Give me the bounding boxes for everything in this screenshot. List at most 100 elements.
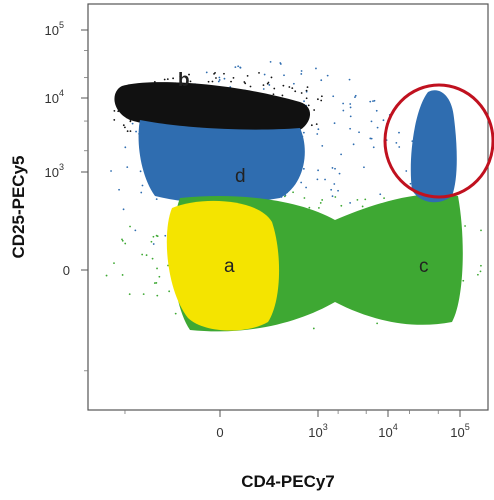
green-speck (480, 229, 482, 232)
black-speck (246, 74, 249, 77)
green-speck (155, 234, 158, 237)
green-speck (168, 290, 171, 293)
black-speck (172, 77, 175, 80)
green-speck (480, 264, 482, 267)
blue-speck (218, 79, 221, 81)
population-circled-cloud (410, 90, 457, 203)
blue-speck (369, 137, 372, 140)
population-label-d: d (235, 166, 246, 187)
blue-speck (395, 141, 398, 144)
blue-speck (205, 71, 208, 74)
black-speck (223, 72, 225, 75)
blue-speck (218, 76, 221, 79)
black-speck (291, 87, 294, 90)
blue-speck (124, 146, 127, 149)
black-speck (320, 95, 323, 98)
blue-speck (126, 166, 129, 169)
blue-speck (223, 77, 226, 80)
blue-speck (342, 102, 345, 105)
green-speck (121, 274, 124, 276)
green-speck (156, 294, 159, 297)
blue-speck (300, 73, 303, 75)
blue-speck (369, 100, 372, 103)
green-speck (376, 322, 379, 325)
events-layer (105, 60, 482, 332)
blue-speck (279, 62, 282, 64)
population-label-c: c (419, 256, 429, 277)
population-d-cloud (138, 120, 305, 204)
green-speck (156, 267, 158, 270)
green-speck (174, 312, 177, 315)
blue-speck (349, 202, 352, 204)
green-speck (464, 225, 466, 227)
blue-speck (349, 103, 352, 105)
green-speck (476, 273, 479, 276)
x-tick-label: 103 (308, 422, 327, 440)
blue-speck (118, 188, 120, 191)
blue-speck (315, 67, 317, 70)
population-a-cloud (166, 200, 280, 331)
black-speck (273, 87, 276, 90)
population-b-cloud (114, 82, 311, 137)
x-tick-label: 104 (378, 422, 397, 440)
green-speck (283, 195, 286, 198)
green-speck (312, 327, 315, 330)
black-speck (211, 80, 214, 83)
blue-speck (302, 167, 305, 170)
black-speck (300, 92, 303, 94)
population-label-a: a (224, 256, 235, 277)
blue-speck (354, 96, 356, 99)
green-speck (129, 225, 131, 228)
blue-speck (340, 153, 343, 156)
green-speck (141, 253, 144, 256)
blue-speck (300, 70, 303, 72)
black-speck (243, 81, 246, 83)
blue-speck (305, 186, 307, 189)
green-speck (479, 270, 482, 273)
blue-speck (268, 84, 271, 86)
black-speck (281, 94, 284, 97)
black-speck (188, 73, 190, 76)
green-speck (308, 206, 311, 209)
blue-speck (317, 169, 319, 172)
blue-speck (292, 82, 295, 85)
green-speck (142, 293, 145, 296)
blue-speck (373, 99, 376, 102)
blue-speck (358, 131, 360, 134)
x-axis-title: CD4-PECy7 (241, 472, 335, 491)
green-speck (462, 279, 465, 282)
green-speck (150, 240, 153, 243)
green-speck (105, 274, 108, 277)
blue-speck (352, 143, 355, 146)
green-speck (364, 198, 367, 201)
blue-speck (372, 146, 375, 149)
blue-speck (348, 78, 351, 81)
black-speck (215, 77, 217, 79)
blue-speck (398, 146, 401, 148)
y-axis-title: CD25-PECy5 (9, 156, 28, 259)
blue-speck (337, 189, 339, 192)
black-speck (207, 80, 210, 83)
y-tick-label: 104 (45, 88, 64, 106)
green-speck (334, 196, 337, 198)
blue-speck (370, 120, 373, 123)
blue-speck (334, 167, 336, 170)
black-speck (232, 76, 235, 79)
black-speck (316, 98, 319, 101)
blue-speck (338, 172, 341, 175)
blue-speck (342, 109, 345, 112)
x-axis-ticks: 0 103 104 105 (124, 410, 470, 440)
black-speck (262, 84, 265, 86)
green-speck (145, 254, 148, 257)
blue-speck (234, 66, 237, 69)
green-speck (121, 238, 123, 241)
blue-speck (152, 243, 155, 245)
blue-speck (140, 191, 143, 194)
population-label-b: b (178, 70, 190, 91)
black-speck (189, 80, 192, 83)
blue-speck (217, 80, 220, 83)
blue-speck (330, 188, 333, 191)
population-blobs (114, 82, 463, 332)
green-speck (121, 239, 124, 242)
blue-speck (349, 115, 352, 118)
